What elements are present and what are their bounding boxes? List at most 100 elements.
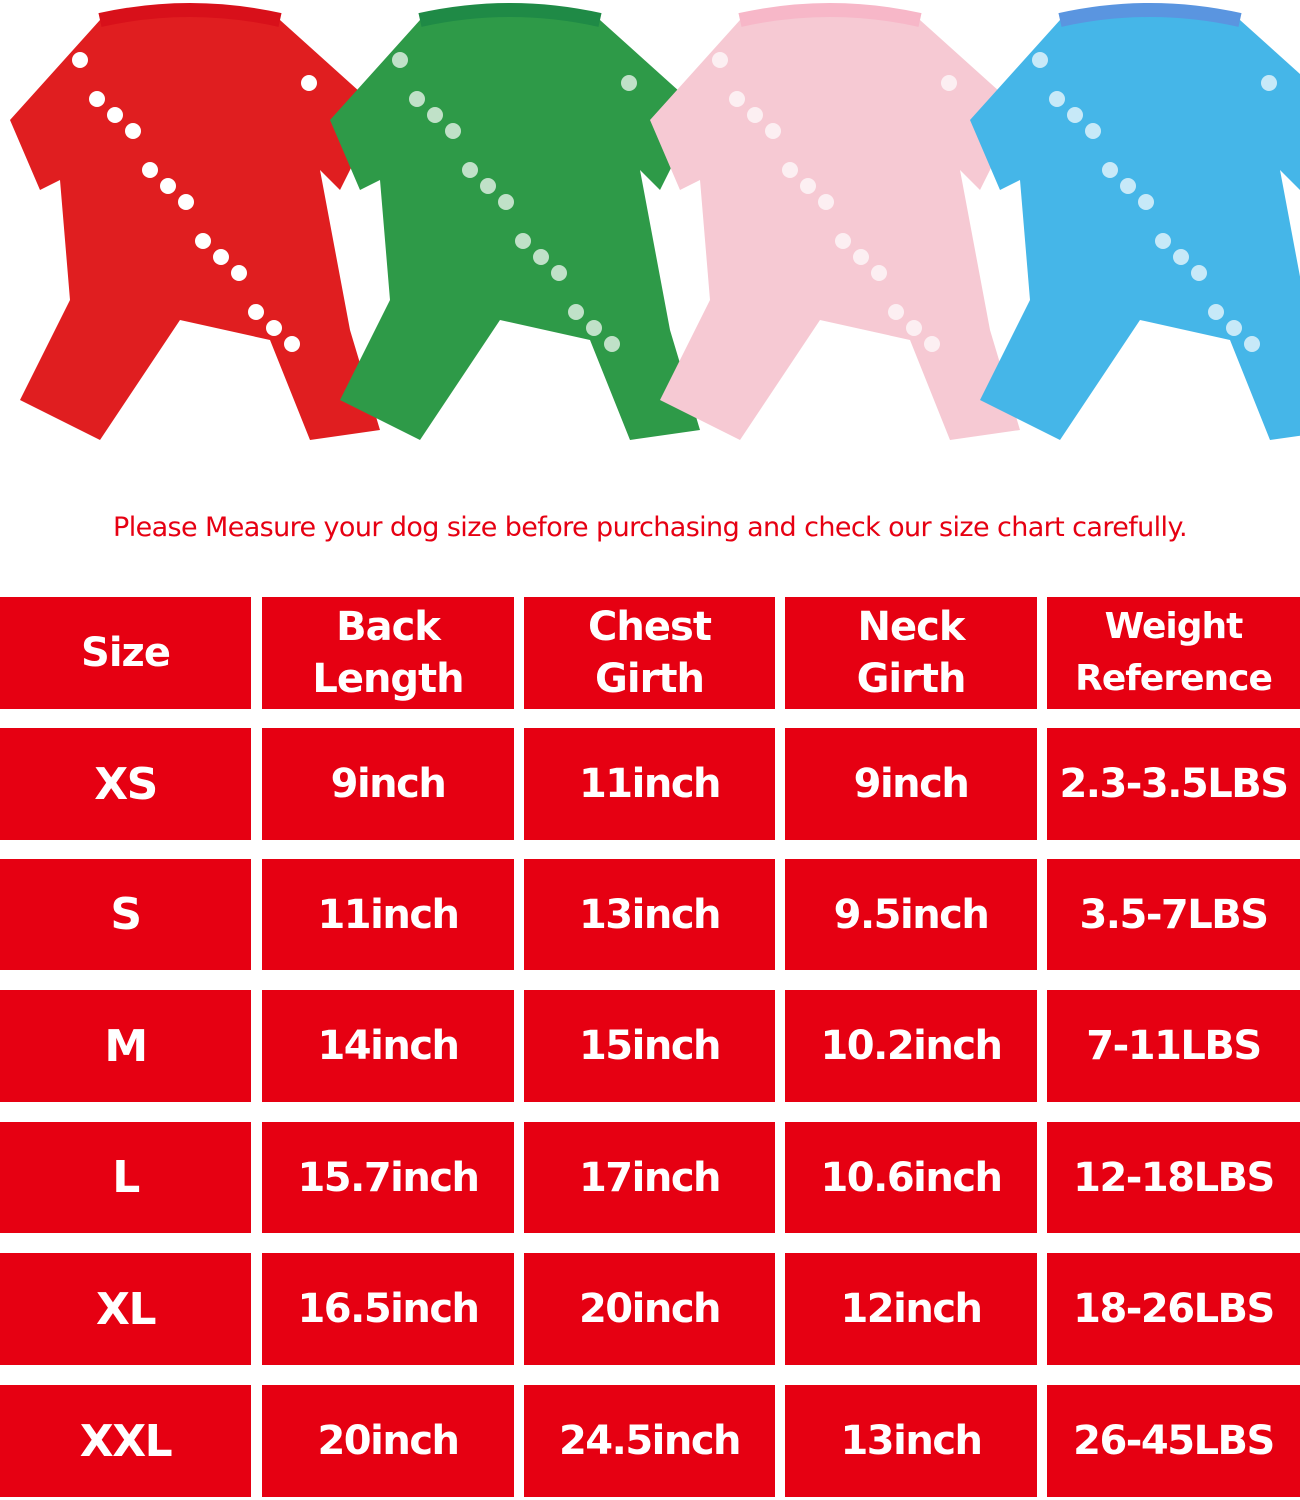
cell-weight-reference: 26-45LBS: [1047, 1385, 1300, 1497]
product-photo: [10, 3, 1300, 440]
header-size: Size: [0, 597, 251, 709]
pajama-pattern-motif: [765, 123, 781, 139]
pajama-pattern-motif: [89, 91, 105, 107]
pajama-pattern-motif: [800, 178, 816, 194]
cell-weight-reference: 7-11LBS: [1047, 990, 1300, 1102]
pajama-pattern-motif: [142, 162, 158, 178]
pajama-pattern-motif: [1032, 52, 1048, 68]
cell-chest-girth: 17inch: [524, 1122, 775, 1233]
pajama-pattern-motif: [160, 178, 176, 194]
cell-weight-reference: 2.3-3.5LBS: [1047, 728, 1300, 840]
red-fairisle-pajama: [10, 10, 380, 440]
cell-back-length: 16.5inch: [262, 1253, 514, 1365]
cell-neck-girth: 12inch: [785, 1253, 1037, 1365]
pajama-pattern-motif: [301, 75, 317, 91]
pajama-pattern-motif: [1226, 320, 1242, 336]
pajama-pattern-motif: [568, 304, 584, 320]
pajama-pattern-motif: [1138, 194, 1154, 210]
pajama-pattern-motif: [551, 265, 567, 281]
cell-size: S: [0, 859, 251, 970]
pajama-pattern-motif: [427, 107, 443, 123]
cell-back-length: 9inch: [262, 728, 514, 840]
cell-neck-girth: 10.2inch: [785, 990, 1037, 1102]
pajama-pattern-motif: [248, 304, 264, 320]
pajama-pattern-motif: [747, 107, 763, 123]
pajama-pattern-motif: [712, 52, 728, 68]
cell-back-length: 11inch: [262, 859, 514, 970]
measure-notice: Please Measure your dog size before purc…: [113, 512, 1188, 543]
cell-chest-girth: 15inch: [524, 990, 775, 1102]
pajama-pattern-motif: [107, 107, 123, 123]
pajama-pattern-motif: [871, 265, 887, 281]
pajama-pattern-motif: [480, 178, 496, 194]
pajama-pattern-motif: [1067, 107, 1083, 123]
pajama-pattern-motif: [1261, 75, 1277, 91]
header-chest-girth: Chest Girth: [524, 597, 775, 709]
pajama-pattern-motif: [1244, 336, 1260, 352]
pajama-pattern-motif: [266, 320, 282, 336]
cell-size: XXL: [0, 1385, 251, 1497]
pajama-pattern-motif: [818, 194, 834, 210]
cell-weight-reference: 12-18LBS: [1047, 1122, 1300, 1233]
pajama-pattern-motif: [729, 91, 745, 107]
pajama-pattern-motif: [835, 233, 851, 249]
header-label-line: Length: [312, 656, 464, 702]
pajama-pattern-motif: [906, 320, 922, 336]
pajama-pattern-motif: [1120, 178, 1136, 194]
header-label-line: Reference: [1075, 658, 1273, 699]
cell-size: XL: [0, 1253, 251, 1365]
pajama-pattern-motif: [178, 194, 194, 210]
cell-neck-girth: 10.6inch: [785, 1122, 1037, 1233]
blue-santa-pajama: [970, 10, 1300, 440]
pajama-pattern-motif: [125, 123, 141, 139]
pajama-pattern-motif: [782, 162, 798, 178]
pajama-pattern-motif: [1208, 304, 1224, 320]
cell-chest-girth: 11inch: [524, 728, 775, 840]
pajama-pattern-motif: [924, 336, 940, 352]
pajama-collar: [1058, 3, 1242, 27]
cell-size: M: [0, 990, 251, 1102]
pajama-pattern-motif: [1049, 91, 1065, 107]
pajama-pattern-motif: [1173, 249, 1189, 265]
cell-size: L: [0, 1122, 251, 1233]
cell-neck-girth: 9.5inch: [785, 859, 1037, 970]
pajama-collar: [98, 3, 282, 27]
pajama-pattern-motif: [1155, 233, 1171, 249]
pink-snowman-pajama: [650, 10, 1020, 440]
cell-back-length: 15.7inch: [262, 1122, 514, 1233]
pajama-pattern-motif: [1191, 265, 1207, 281]
pajama-pattern-motif: [515, 233, 531, 249]
pajama-pattern-motif: [1102, 162, 1118, 178]
pajama-pattern-motif: [284, 336, 300, 352]
pajama-pattern-motif: [445, 123, 461, 139]
header-label-line: Back: [336, 604, 441, 650]
pajama-pattern-motif: [1085, 123, 1101, 139]
pajama-pattern-motif: [941, 75, 957, 91]
cell-weight-reference: 18-26LBS: [1047, 1253, 1300, 1365]
pajama-pattern-motif: [604, 336, 620, 352]
cell-neck-girth: 13inch: [785, 1385, 1037, 1497]
cell-chest-girth: 20inch: [524, 1253, 775, 1365]
cell-back-length: 14inch: [262, 990, 514, 1102]
pajama-pattern-motif: [72, 52, 88, 68]
pajama-pattern-motif: [392, 52, 408, 68]
pajama-pattern-motif: [409, 91, 425, 107]
header-weight-reference: Weight Reference: [1047, 597, 1300, 709]
cell-weight-reference: 3.5-7LBS: [1047, 859, 1300, 970]
cell-chest-girth: 24.5inch: [524, 1385, 775, 1497]
cell-back-length: 20inch: [262, 1385, 514, 1497]
header-label-line: Weight: [1104, 606, 1244, 647]
pajama-pattern-motif: [853, 249, 869, 265]
cell-chest-girth: 13inch: [524, 859, 775, 970]
pajama-pattern-motif: [195, 233, 211, 249]
header-back-length: Back Length: [262, 597, 514, 709]
pajama-pattern-motif: [462, 162, 478, 178]
pajama-pattern-motif: [888, 304, 904, 320]
pajama-pattern-motif: [533, 249, 549, 265]
green-hoho-pajama: [330, 10, 700, 440]
pajama-collar: [418, 3, 602, 27]
header-label-line: Size: [81, 630, 171, 676]
pajama-pattern-motif: [231, 265, 247, 281]
header-label-line: Girth: [856, 656, 967, 702]
header-label-line: Chest: [588, 604, 712, 650]
